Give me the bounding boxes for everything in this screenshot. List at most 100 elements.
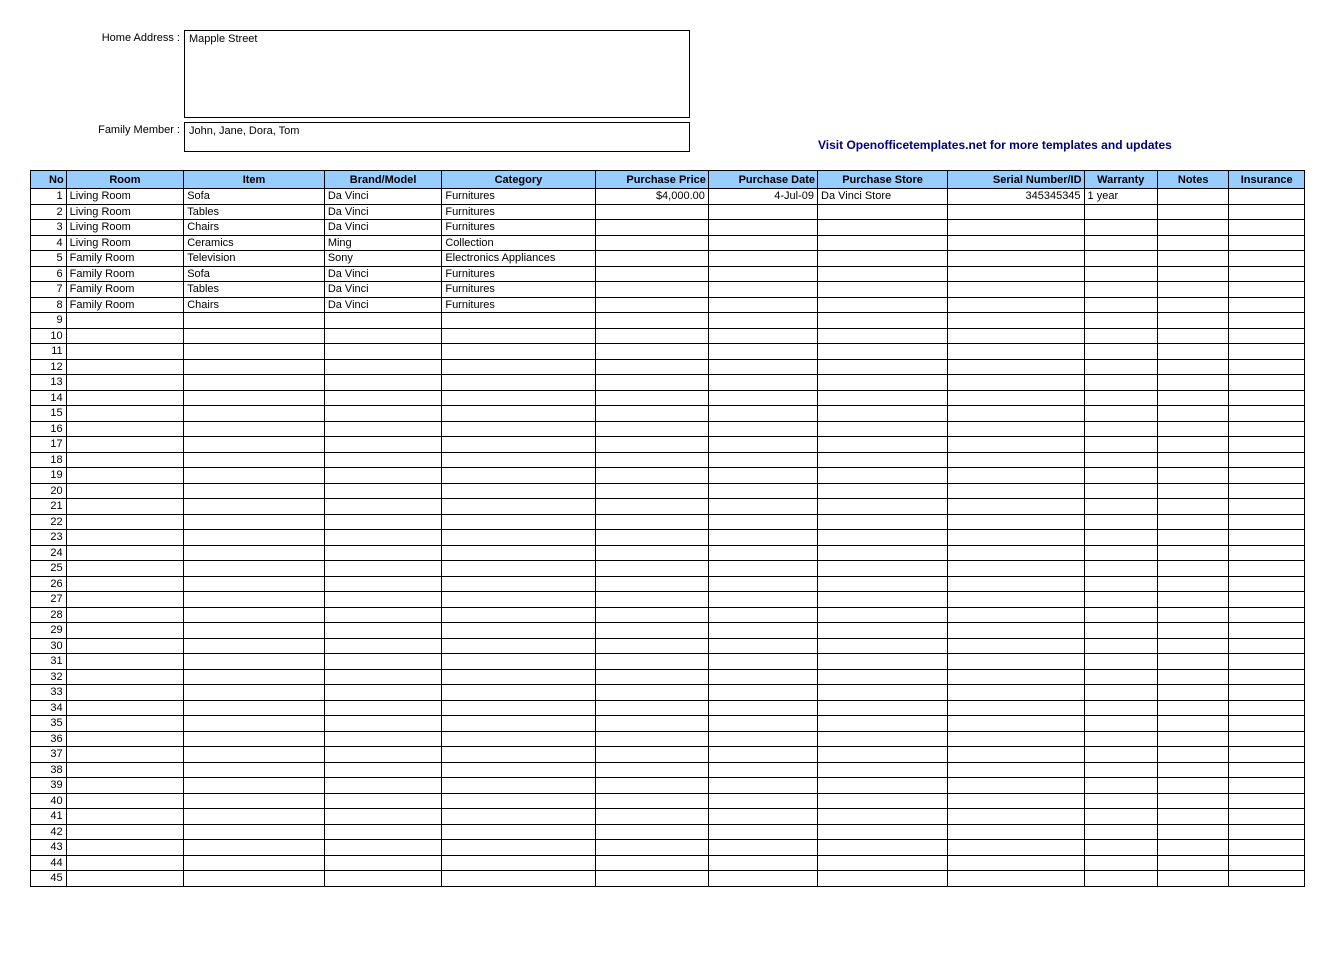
cell-date[interactable] [708, 390, 817, 406]
cell-serial[interactable] [948, 576, 1084, 592]
cell-room[interactable]: Living Room [66, 189, 184, 205]
table-row[interactable]: 42 [31, 824, 1305, 840]
cell-store[interactable] [818, 747, 948, 763]
cell-serial[interactable] [948, 809, 1084, 825]
cell-room[interactable] [66, 530, 184, 546]
cell-price[interactable] [595, 344, 708, 360]
cell-warranty[interactable] [1084, 824, 1157, 840]
cell-warranty[interactable] [1084, 623, 1157, 639]
table-row[interactable]: 19 [31, 468, 1305, 484]
cell-serial[interactable] [948, 871, 1084, 887]
cell-warranty[interactable] [1084, 700, 1157, 716]
cell-serial[interactable] [948, 561, 1084, 577]
cell-category[interactable]: Collection [442, 235, 595, 251]
cell-category[interactable]: Furnitures [442, 204, 595, 220]
cell-brand[interactable] [324, 421, 442, 437]
table-row[interactable]: 4Living RoomCeramicsMingCollection [31, 235, 1305, 251]
table-row[interactable]: 21 [31, 499, 1305, 515]
cell-brand[interactable] [324, 437, 442, 453]
cell-brand[interactable] [324, 592, 442, 608]
cell-serial[interactable] [948, 793, 1084, 809]
cell-notes[interactable] [1158, 235, 1229, 251]
cell-store[interactable] [818, 700, 948, 716]
cell-item[interactable] [184, 468, 325, 484]
cell-no[interactable]: 34 [31, 700, 67, 716]
cell-room[interactable] [66, 654, 184, 670]
cell-date[interactable] [708, 576, 817, 592]
cell-brand[interactable] [324, 638, 442, 654]
cell-brand[interactable]: Da Vinci [324, 220, 442, 236]
cell-no[interactable]: 43 [31, 840, 67, 856]
cell-price[interactable] [595, 235, 708, 251]
cell-category[interactable] [442, 313, 595, 329]
cell-insurance[interactable] [1229, 747, 1305, 763]
cell-serial[interactable] [948, 251, 1084, 267]
cell-price[interactable] [595, 452, 708, 468]
cell-insurance[interactable] [1229, 468, 1305, 484]
cell-item[interactable] [184, 778, 325, 794]
cell-price[interactable] [595, 545, 708, 561]
cell-date[interactable] [708, 623, 817, 639]
cell-serial[interactable] [948, 468, 1084, 484]
cell-date[interactable] [708, 204, 817, 220]
cell-brand[interactable]: Sony [324, 251, 442, 267]
cell-price[interactable] [595, 824, 708, 840]
cell-serial[interactable]: 345345345 [948, 189, 1084, 205]
cell-brand[interactable] [324, 452, 442, 468]
cell-store[interactable] [818, 204, 948, 220]
cell-category[interactable] [442, 468, 595, 484]
table-row[interactable]: 3Living RoomChairsDa VinciFurnitures [31, 220, 1305, 236]
cell-notes[interactable] [1158, 623, 1229, 639]
cell-store[interactable] [818, 824, 948, 840]
cell-insurance[interactable] [1229, 793, 1305, 809]
cell-no[interactable]: 31 [31, 654, 67, 670]
cell-category[interactable] [442, 561, 595, 577]
cell-item[interactable] [184, 499, 325, 515]
cell-date[interactable] [708, 328, 817, 344]
cell-notes[interactable] [1158, 561, 1229, 577]
cell-date[interactable] [708, 871, 817, 887]
cell-date[interactable] [708, 669, 817, 685]
cell-notes[interactable] [1158, 189, 1229, 205]
cell-room[interactable] [66, 669, 184, 685]
table-row[interactable]: 9 [31, 313, 1305, 329]
cell-warranty[interactable] [1084, 390, 1157, 406]
cell-brand[interactable] [324, 809, 442, 825]
cell-item[interactable] [184, 793, 325, 809]
cell-item[interactable] [184, 406, 325, 422]
cell-item[interactable] [184, 344, 325, 360]
table-row[interactable]: 41 [31, 809, 1305, 825]
cell-room[interactable] [66, 793, 184, 809]
table-row[interactable]: 28 [31, 607, 1305, 623]
cell-store[interactable] [818, 235, 948, 251]
cell-no[interactable]: 15 [31, 406, 67, 422]
table-row[interactable]: 31 [31, 654, 1305, 670]
cell-category[interactable]: Furnitures [442, 282, 595, 298]
cell-no[interactable]: 29 [31, 623, 67, 639]
cell-store[interactable] [818, 344, 948, 360]
cell-insurance[interactable] [1229, 561, 1305, 577]
cell-serial[interactable] [948, 840, 1084, 856]
cell-brand[interactable]: Da Vinci [324, 282, 442, 298]
cell-serial[interactable] [948, 499, 1084, 515]
cell-insurance[interactable] [1229, 297, 1305, 313]
cell-serial[interactable] [948, 530, 1084, 546]
cell-notes[interactable] [1158, 499, 1229, 515]
cell-store[interactable] [818, 685, 948, 701]
cell-no[interactable]: 12 [31, 359, 67, 375]
cell-warranty[interactable] [1084, 871, 1157, 887]
cell-room[interactable] [66, 592, 184, 608]
cell-item[interactable]: Television [184, 251, 325, 267]
cell-brand[interactable] [324, 747, 442, 763]
cell-brand[interactable]: Da Vinci [324, 204, 442, 220]
cell-room[interactable] [66, 483, 184, 499]
cell-no[interactable]: 37 [31, 747, 67, 763]
cell-room[interactable] [66, 576, 184, 592]
cell-item[interactable] [184, 437, 325, 453]
table-row[interactable]: 1Living RoomSofaDa VinciFurnitures$4,000… [31, 189, 1305, 205]
cell-date[interactable]: 4-Jul-09 [708, 189, 817, 205]
cell-serial[interactable] [948, 592, 1084, 608]
cell-notes[interactable] [1158, 592, 1229, 608]
cell-no[interactable]: 32 [31, 669, 67, 685]
cell-date[interactable] [708, 297, 817, 313]
